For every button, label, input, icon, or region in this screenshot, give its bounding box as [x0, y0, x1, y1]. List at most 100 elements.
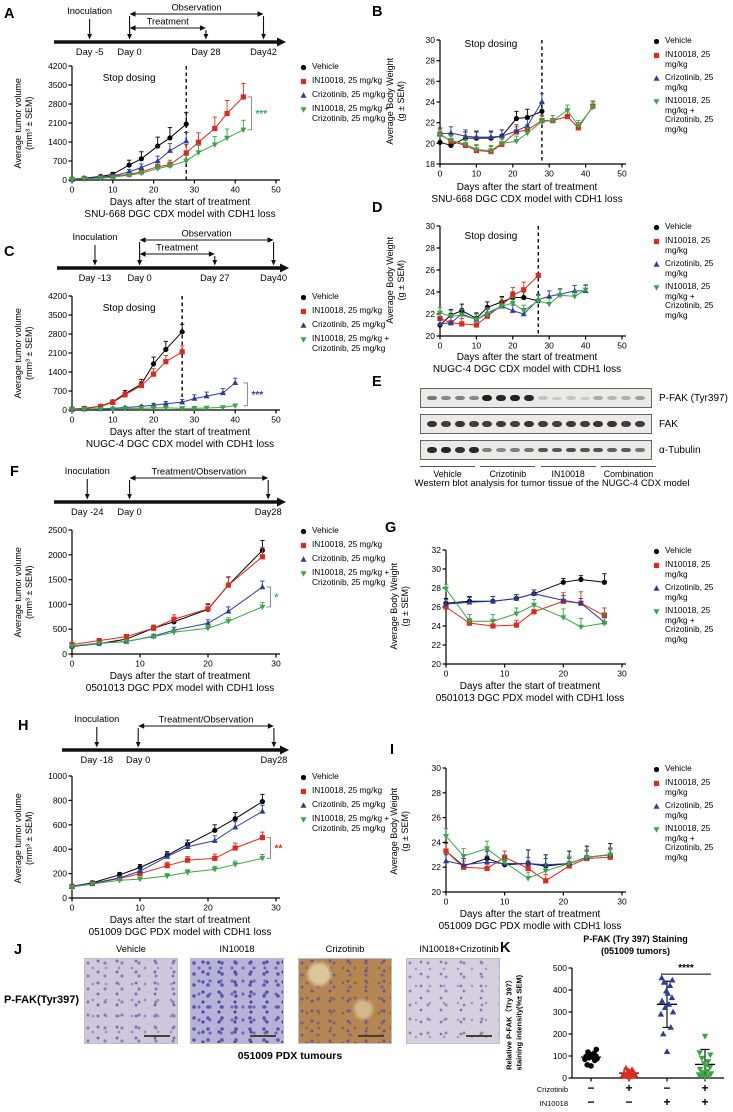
histology-label-combo: IN10018+Crizotinib — [419, 944, 499, 954]
y-axis-label-k: Relative P-FAK（Try 397） staining intensi… — [504, 974, 523, 1071]
timeline-h: Treatment/Observation Inoculation Day -18 D… — [60, 710, 290, 766]
y-axis-label-g: Average Body Weight (g ± SEM) — [388, 562, 410, 650]
svg-text:2100: 2100 — [48, 348, 67, 358]
legend-item: Crizotinib, 25 mg/kg — [652, 582, 732, 602]
svg-text:28: 28 — [426, 56, 436, 66]
svg-text:2000: 2000 — [48, 550, 67, 560]
legend-item: IN10018, 25 mg/kg — [299, 75, 394, 86]
legend-item: IN10018, 25 mg/kg — [299, 305, 394, 316]
svg-text:1000: 1000 — [48, 599, 67, 609]
legend-b: Vehicle IN10018, 25 mg/kg Crizotinib, 25 m… — [652, 35, 732, 138]
svg-text:400: 400 — [553, 985, 567, 995]
svg-text:−: − — [587, 1081, 594, 1095]
svg-text:30: 30 — [617, 669, 627, 679]
y-axis-label-h: Average tumor volume (mm³ ± SEM) — [12, 793, 34, 884]
body-weight-chart-b: 18 20 22 24 26 28 30 0 10 20 30 40 50 Stop dosing — [404, 30, 650, 180]
svg-text:20: 20 — [203, 903, 213, 913]
svg-text:4200: 4200 — [48, 291, 67, 301]
svg-text:10: 10 — [108, 415, 118, 425]
legend-item: Crizotinib, 25 mg/kg — [299, 89, 394, 100]
svg-text:1400: 1400 — [48, 137, 67, 147]
svg-text:IN10018: IN10018 — [540, 1099, 568, 1108]
y-axis-label-i: Average Body Weight (g ± SEM) — [388, 787, 410, 875]
svg-text:20: 20 — [149, 185, 159, 195]
caption-c: NUGC-4 DGC CDX model with CDH1 loss — [85, 439, 275, 450]
histology-row-label: P-FAK(Tyr397) — [4, 994, 79, 1006]
svg-text:300: 300 — [553, 1007, 567, 1017]
histology-caption: 051009 PDX tumours — [237, 1050, 343, 1062]
svg-text:700: 700 — [53, 386, 67, 396]
legend-item: IN10018, 25 mg/kg + Crizotinib, 25 mg/kg — [299, 567, 394, 587]
svg-text:****: **** — [678, 963, 694, 974]
svg-text:18: 18 — [426, 159, 436, 169]
scale-bar — [466, 1035, 492, 1037]
svg-text:200: 200 — [553, 1029, 567, 1039]
y-axis-label-a: Average tumor volume (mm³ ± SEM) — [12, 78, 34, 169]
histology-label-crizotinib: Crizotinib — [325, 944, 365, 954]
caption-d: NUGC-4 DGC CDX model with CDH1 loss — [432, 364, 622, 375]
panel-label-e: E — [372, 374, 382, 390]
legend-item: IN10018, 25 mg/kg + Crizotinib, 25 mg/kg — [299, 813, 394, 833]
histology-image-vehicle — [84, 958, 178, 1044]
legend-item: IN10018, 25 mg/kg — [652, 559, 732, 579]
legend-d: Vehicle IN10018, 25 mg/kg Crizotinib, 25 m… — [652, 221, 732, 324]
legend-item: IN10018, 25 mg/kg — [652, 777, 732, 797]
svg-text:20: 20 — [559, 669, 569, 679]
legend-item: Crizotinib, 25 mg/kg — [652, 800, 732, 820]
svg-text:0: 0 — [70, 185, 75, 195]
svg-text:50: 50 — [271, 185, 281, 195]
svg-text:Day40: Day40 — [260, 273, 287, 283]
svg-text:500: 500 — [53, 624, 67, 634]
panel-label-b: B — [372, 4, 383, 20]
panel-label-d: D — [372, 200, 383, 216]
x-axis-label-d: Days after the start of treatment — [456, 352, 598, 363]
caption-h: 051009 DGC PDX model with CDH1 loss — [88, 927, 272, 938]
svg-text:40: 40 — [581, 341, 591, 351]
x-axis-label-b: Days after the start of treatment — [456, 182, 598, 193]
legend-item: Vehicle — [299, 525, 394, 536]
svg-text:30: 30 — [190, 415, 200, 425]
tumor-volume-chart-f: 0 500 1000 1500 2000 2500 0 10 20 30 * — [36, 520, 304, 670]
blot-row: FAK — [420, 414, 730, 434]
svg-text:2500: 2500 — [48, 525, 67, 535]
histology-label-vehicle: Vehicle — [116, 944, 146, 954]
histology-image-crizotinib — [298, 958, 392, 1044]
svg-text:2800: 2800 — [48, 329, 67, 339]
svg-text:Stop dosing: Stop dosing — [103, 73, 156, 84]
svg-text:26: 26 — [432, 813, 442, 823]
svg-text:40: 40 — [581, 169, 591, 179]
svg-text:40: 40 — [230, 185, 240, 195]
scale-bar — [144, 1035, 170, 1037]
legend-item: IN10018, 25 mg/kg + Crizotinib, 25 mg/kg — [299, 103, 394, 123]
panel-label-g: G — [385, 520, 397, 536]
svg-text:400: 400 — [53, 844, 67, 854]
legend-item: IN10018, 25 mg/kg — [299, 785, 394, 796]
svg-text:50: 50 — [617, 169, 627, 179]
svg-text:Day28: Day28 — [260, 755, 287, 765]
svg-text:Day42: Day42 — [250, 47, 277, 57]
svg-text:Day -5: Day -5 — [76, 47, 103, 57]
svg-text:Day 27: Day 27 — [200, 273, 229, 283]
svg-text:Day -13: Day -13 — [79, 273, 112, 283]
svg-text:10: 10 — [472, 169, 482, 179]
svg-text:10: 10 — [108, 185, 118, 195]
legend-f: Vehicle IN10018, 25 mg/kg Crizotinib, 25 m… — [299, 525, 394, 591]
svg-text:−: − — [625, 1095, 632, 1109]
svg-text:600: 600 — [53, 820, 67, 830]
svg-text:10: 10 — [472, 341, 482, 351]
panel-label-h: H — [18, 718, 29, 734]
svg-text:Day 0: Day 0 — [127, 273, 151, 283]
svg-text:26: 26 — [426, 76, 436, 86]
panel-label-f: F — [10, 464, 19, 480]
legend-item: IN10018, 25 mg/kg + Crizotinib, 25 mg/kg — [652, 605, 732, 644]
scale-bar — [250, 1035, 276, 1037]
panel-label-c: C — [4, 244, 15, 260]
svg-text:30: 30 — [544, 341, 554, 351]
svg-text:20: 20 — [508, 169, 518, 179]
svg-text:***: *** — [251, 390, 263, 401]
svg-text:−: − — [587, 1095, 594, 1109]
svg-text:20: 20 — [149, 415, 159, 425]
panel-label-i: I — [390, 742, 395, 758]
svg-text:+: + — [701, 1081, 708, 1095]
